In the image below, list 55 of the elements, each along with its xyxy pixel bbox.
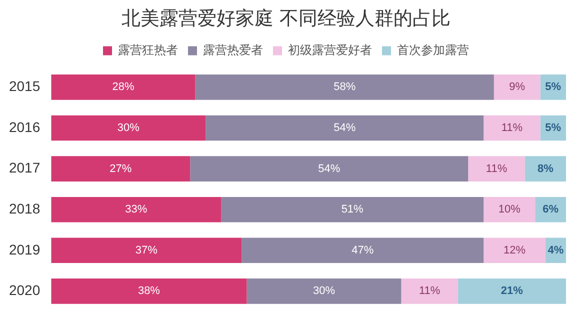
- bar: [484, 196, 536, 222]
- bar: [401, 278, 458, 304]
- data-label: 54%: [334, 122, 356, 134]
- bar: [51, 156, 190, 182]
- data-label: 11%: [418, 285, 440, 298]
- data-label: 47%: [352, 244, 374, 256]
- y-tick-label: 2016: [8, 118, 40, 135]
- data-label: 58%: [334, 81, 356, 94]
- data-label: 9%: [509, 81, 526, 94]
- data-label: 51%: [341, 204, 364, 216]
- bar: [51, 74, 196, 100]
- bar: [51, 196, 222, 222]
- data-label: 11%: [501, 122, 523, 134]
- bar: [51, 115, 206, 141]
- data-label: 21%: [500, 285, 524, 298]
- data-label: 4%: [548, 244, 564, 256]
- data-label: 8%: [537, 162, 554, 175]
- bar: [221, 196, 484, 222]
- bar: [190, 156, 468, 182]
- bar: [484, 238, 546, 264]
- data-label: 54%: [318, 162, 340, 175]
- y-tick-label: 2017: [8, 160, 40, 176]
- y-tick-label: 2015: [8, 78, 40, 94]
- bar: [494, 74, 540, 100]
- bar: [468, 156, 525, 182]
- bar: [242, 238, 484, 264]
- data-label: 28%: [112, 81, 134, 94]
- legend-label: 露营狂热者: [118, 42, 178, 57]
- bar: [524, 156, 566, 182]
- data-label: 37%: [135, 244, 158, 256]
- data-label: 12%: [504, 244, 526, 256]
- data-label: 30%: [313, 285, 336, 298]
- legend-label: 露营热爱者: [203, 42, 263, 57]
- data-label: 33%: [125, 204, 148, 216]
- bar: [246, 278, 402, 304]
- data-label: 27%: [110, 162, 132, 175]
- data-label: 6%: [542, 204, 559, 216]
- legend-label: 首次参加露营: [397, 42, 469, 57]
- data-label: 38%: [138, 285, 160, 298]
- bar: [206, 115, 484, 141]
- y-tick-label: 2019: [8, 241, 40, 258]
- bar: [51, 278, 247, 304]
- data-label: 5%: [545, 122, 562, 134]
- bar: [458, 278, 566, 304]
- y-tick-label: 2020: [8, 282, 40, 298]
- bar: [51, 238, 242, 264]
- chart-title: 北美露营爱好家庭 不同经验人群的占比: [121, 7, 451, 30]
- data-label: 30%: [117, 122, 140, 134]
- data-label: 10%: [498, 204, 521, 216]
- data-label: 11%: [486, 162, 508, 175]
- data-label: 5%: [545, 81, 562, 94]
- y-tick-label: 2018: [8, 200, 40, 216]
- legend-label: 初级露营爱好者: [288, 42, 372, 57]
- bar: [195, 74, 494, 100]
- bar: [484, 115, 540, 141]
